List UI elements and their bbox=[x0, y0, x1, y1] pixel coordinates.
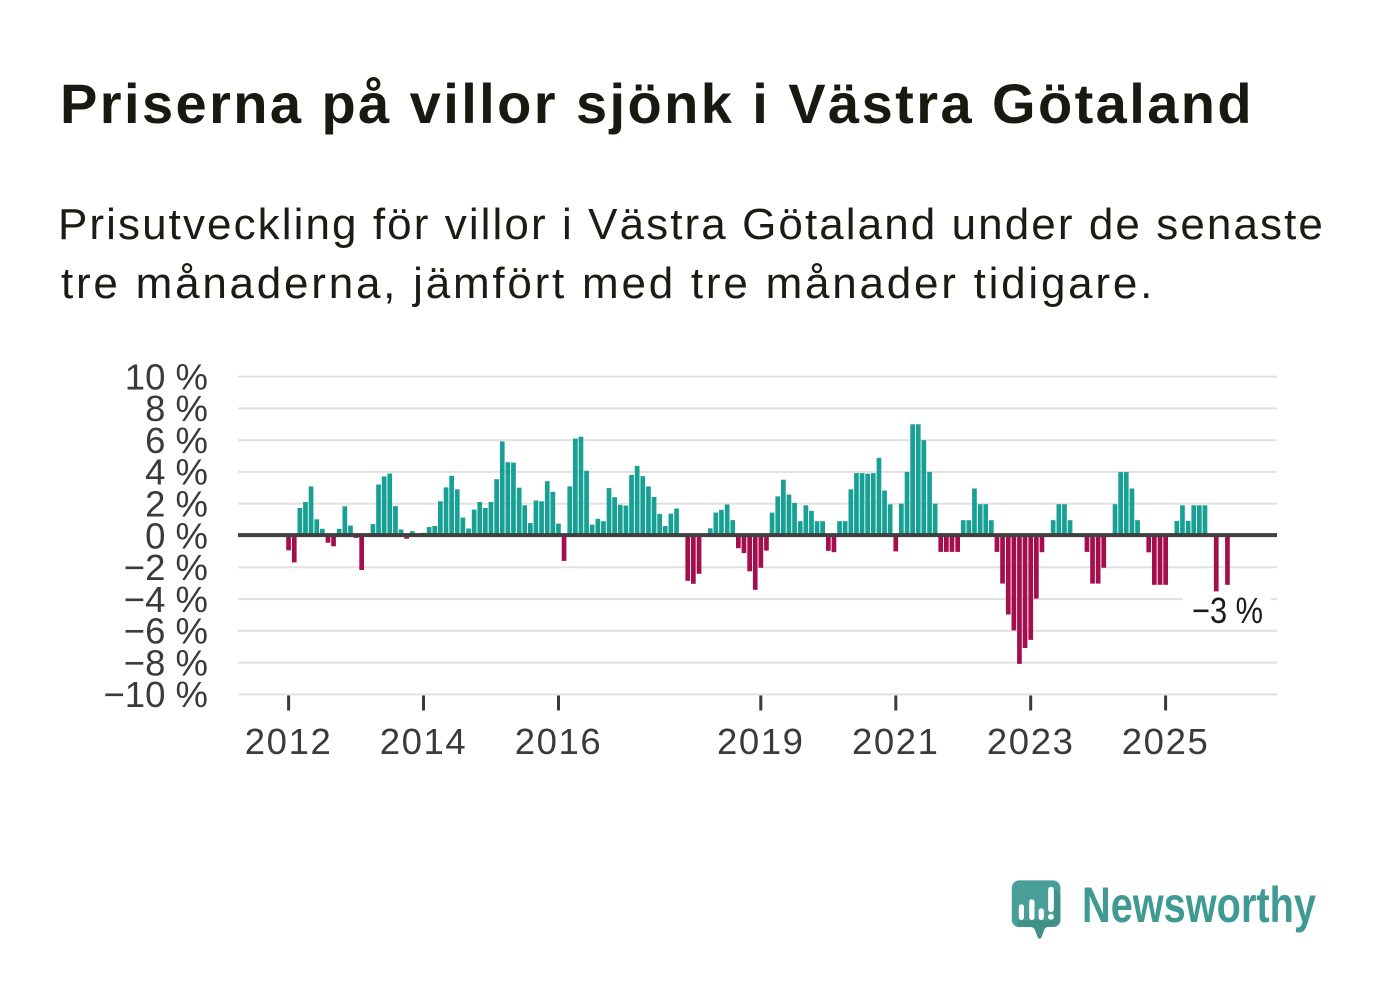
svg-text:10 %: 10 % bbox=[125, 356, 208, 397]
svg-text:2025: 2025 bbox=[1122, 721, 1210, 762]
svg-text:−8 %: −8 % bbox=[124, 642, 208, 683]
svg-text:2012: 2012 bbox=[245, 721, 333, 762]
svg-text:−6 %: −6 % bbox=[124, 611, 208, 652]
svg-text:8 %: 8 % bbox=[145, 388, 208, 429]
svg-text:0 %: 0 % bbox=[145, 515, 208, 556]
svg-text:2021: 2021 bbox=[852, 721, 940, 762]
svg-text:2016: 2016 bbox=[515, 721, 603, 762]
svg-text:6 %: 6 % bbox=[145, 420, 208, 461]
svg-text:−3 %: −3 % bbox=[1192, 590, 1263, 631]
svg-text:2019: 2019 bbox=[717, 721, 805, 762]
svg-text:−2 %: −2 % bbox=[124, 547, 208, 588]
svg-text:2023: 2023 bbox=[987, 721, 1075, 762]
svg-text:Newsworthy: Newsworthy bbox=[1082, 877, 1316, 933]
svg-text:−10 %: −10 % bbox=[103, 674, 208, 715]
svg-text:4 %: 4 % bbox=[145, 452, 208, 493]
svg-text:−4 %: −4 % bbox=[124, 579, 208, 620]
svg-text:2 %: 2 % bbox=[145, 484, 208, 525]
svg-text:2014: 2014 bbox=[380, 721, 468, 762]
